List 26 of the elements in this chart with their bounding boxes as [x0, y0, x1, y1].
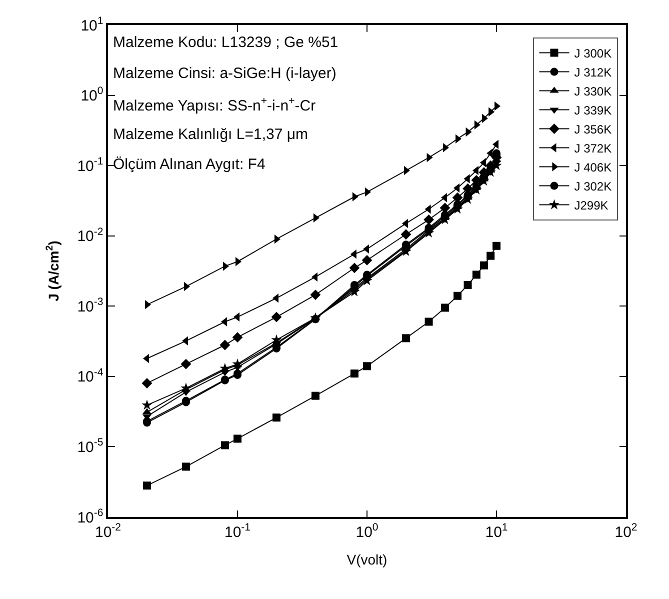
x-tick-label: 10$^{-1}$ [224, 521, 251, 541]
annotation: Malzeme Kodu: L13239 ; Ge %51 [113, 34, 338, 51]
x-tick-label: 10$^{2}$ [614, 521, 638, 541]
x-axis-title: V(volt) [346, 552, 388, 568]
y-tick-label: 10$^{1}$ [80, 14, 104, 34]
y-tick-label: 10$^{0}$ [80, 85, 104, 105]
legend-label: J 312K [574, 65, 612, 80]
legend-label: J 300K [574, 46, 612, 60]
y-tick-label: 10$^{-5}$ [77, 436, 104, 456]
y-tick-label: 10$^{-4}$ [77, 366, 104, 386]
legend-label: J 356K [574, 122, 612, 136]
y-tick-label: 10$^{-1}$ [77, 156, 104, 175]
legend-label: J 302K [574, 179, 612, 194]
annotation: Ölçüm Alınan Aygıt: F4 [113, 156, 266, 173]
y-tick-label: 10$^{-3}$ [77, 296, 104, 316]
y-tick-label: 10$^{-2}$ [77, 226, 104, 246]
x-tick-label: 10$^{1}$ [485, 521, 508, 541]
annotation: Malzeme Yapısı: SS-n$^{+}$-i-n$^{+}$-Cr [113, 95, 316, 114]
legend-label: J 330K [574, 84, 612, 98]
legend-label: J299K [574, 198, 608, 212]
annotation: Malzeme Cinsi: a-SiGe:H (i-layer) [113, 65, 336, 82]
annotation: Malzeme Kalınlığı L=1,37 μm [113, 126, 308, 143]
legend-label: J 372K [574, 141, 612, 156]
legend-label: J 406K [574, 160, 612, 174]
x-tick-label: 10$^{0}$ [356, 521, 378, 541]
legend-label: J 339K [574, 103, 612, 118]
